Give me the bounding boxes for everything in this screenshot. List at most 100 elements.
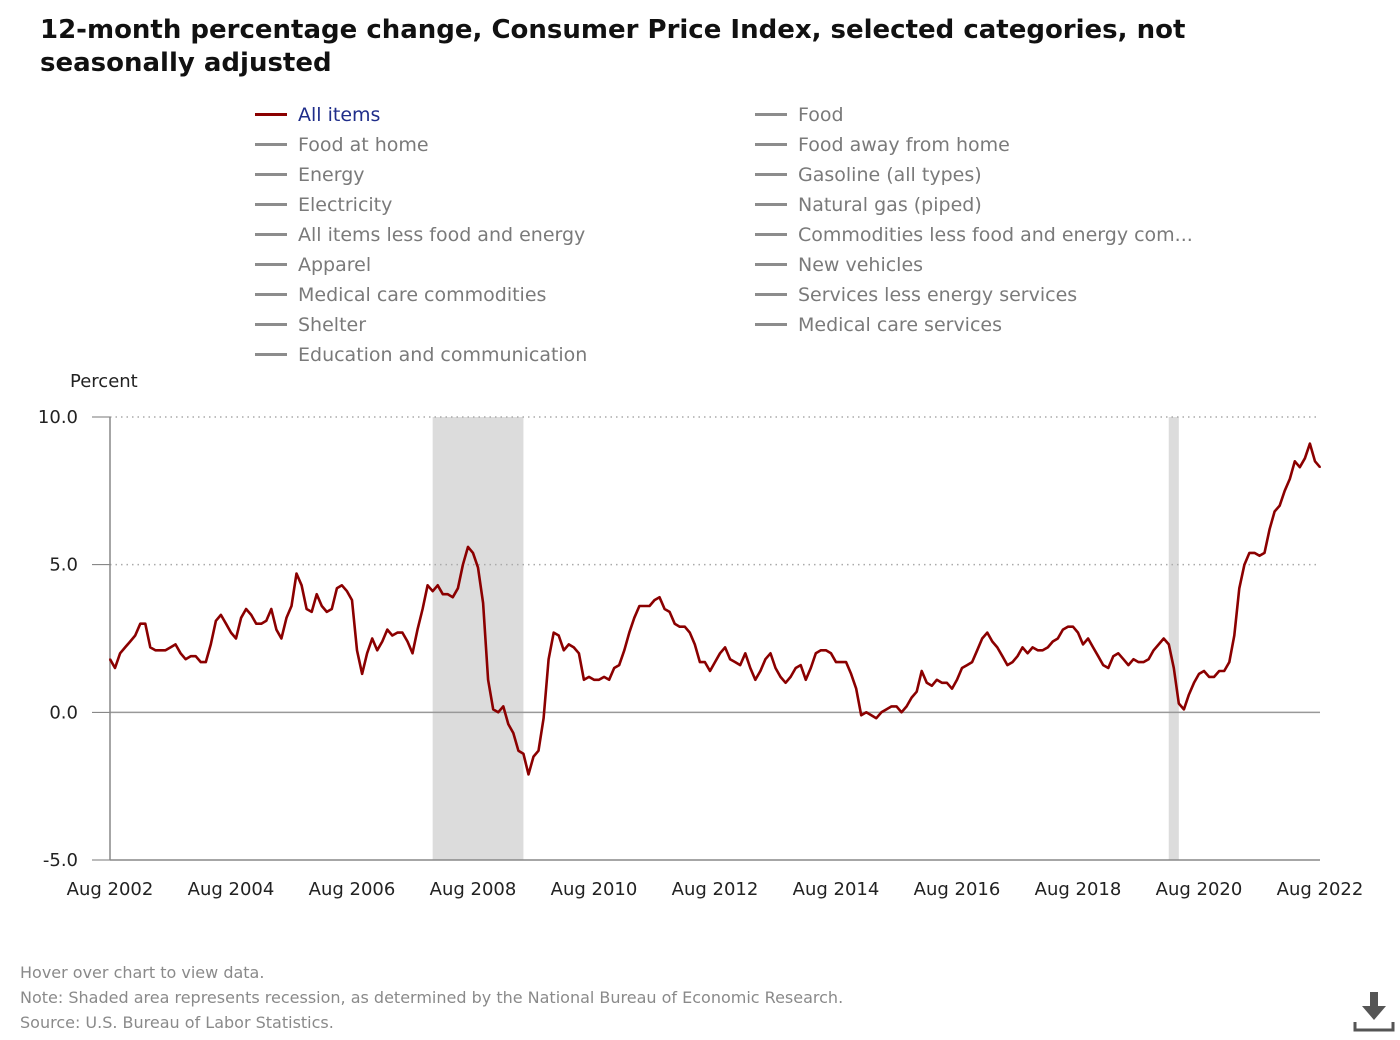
data-point [1072,625,1074,628]
data-point [1263,551,1266,554]
data-point [1132,658,1135,661]
legend-item[interactable]: Shelter [255,310,366,340]
data-point [1314,460,1316,463]
data-point [840,661,842,664]
data-point [204,661,207,664]
data-point [976,649,979,652]
data-point [865,711,868,714]
data-point [1208,675,1210,678]
data-point [855,687,858,690]
recession-band [1168,417,1179,860]
data-point [285,616,288,619]
data-point [734,661,737,664]
download-button[interactable] [1352,990,1396,1034]
data-point [588,675,590,678]
data-point [315,593,318,596]
data-point [1061,628,1064,631]
data-point [618,664,621,666]
data-point [583,678,585,681]
legend-label: All items less food and energy [298,224,586,246]
legend-item[interactable]: New vehicles [755,250,923,280]
data-point [240,616,242,619]
data-point [673,622,676,625]
legend-label: Medical care services [798,314,1002,336]
legend-swatch [755,112,787,116]
data-point [1268,528,1271,531]
data-point [199,661,202,664]
data-point [1157,643,1160,646]
data-point [1182,708,1185,711]
data-point [472,551,474,554]
data-point [280,637,283,640]
x-tick-label: Aug 2006 [309,879,396,900]
data-point [1172,667,1175,669]
data-point [1273,510,1276,513]
data-point [769,652,772,655]
legend-item[interactable]: Food at home [255,130,429,160]
data-point [517,749,520,752]
legend-item[interactable]: Energy [255,160,365,190]
data-point [295,572,298,575]
data-point [638,605,641,607]
data-point [406,640,409,643]
data-point [300,584,303,587]
legend-item[interactable]: Medical care services [755,310,1002,340]
data-point [799,664,802,666]
y-tick-label: 10.0 [38,407,78,428]
data-point [809,667,812,669]
legend-item[interactable]: All items [255,100,380,130]
data-point [1127,664,1130,666]
legend-item[interactable]: All items less food and energy [255,220,585,250]
data-point [784,681,787,684]
legend-item[interactable]: Services less energy services [755,280,1077,310]
data-point [225,622,227,625]
data-point [401,631,404,634]
data-point [391,634,394,637]
legend-label: Electricity [298,194,393,216]
data-point [310,611,313,613]
data-point [1011,661,1014,664]
legend-item[interactable]: Natural gas (piped) [755,190,982,220]
recession-note: Note: Shaded area represents recession, … [20,988,844,1007]
data-point [577,652,580,655]
data-point [396,631,399,634]
data-point [325,611,328,613]
data-point [724,646,726,649]
x-tick-label: Aug 2016 [914,879,1001,900]
data-point [411,652,414,655]
data-point [1056,637,1059,640]
data-point [774,667,777,669]
data-point [698,661,701,664]
data-point [426,584,429,587]
data-point [1041,649,1044,652]
data-point [905,705,908,708]
data-point [1253,551,1256,554]
legend-item[interactable]: Food away from home [755,130,1010,160]
legend-item[interactable]: Electricity [255,190,392,220]
legend-item[interactable]: Apparel [255,250,371,280]
legend-swatch [755,142,787,146]
data-point [1218,670,1221,672]
legend-swatch [255,142,287,146]
legend-item[interactable]: Food [755,100,844,130]
data-point [1112,655,1115,658]
legend-item[interactable]: Gasoline (all types) [755,160,982,190]
line-chart[interactable]: -5.0 0.0 5.0 10.0 Percent Aug 2002 Aug 2004 Aug… [0,360,1400,920]
data-point [159,649,162,652]
data-point [557,634,560,637]
data-point [250,613,253,616]
legend-item[interactable]: Commodities less food and energy com... [755,220,1193,250]
data-point [961,667,963,669]
legend-item[interactable]: Education and communication [255,340,587,370]
data-point [381,640,384,643]
x-tick-label: Aug 2012 [672,879,759,900]
recession-band [432,417,524,860]
data-point [290,605,293,607]
data-point [220,613,222,616]
data-point [275,628,278,631]
data-point [462,563,464,566]
legend-item[interactable]: Medical care commodities [255,280,546,310]
data-point [320,605,323,607]
data-point [744,652,747,655]
data-point [653,599,656,602]
